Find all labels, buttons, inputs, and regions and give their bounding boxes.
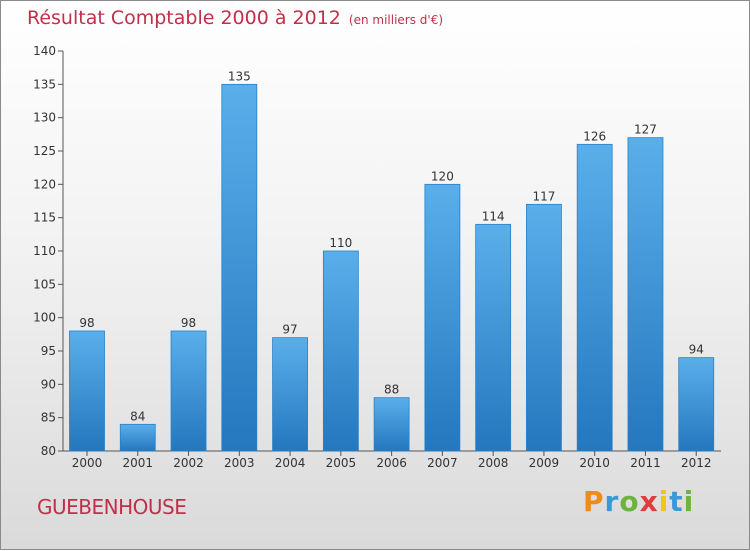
- bar-2003: [221, 83, 258, 452]
- chart-title: Résultat Comptable 2000 à 2012 (en millie…: [27, 7, 443, 29]
- x-tick-label-2005: 2005: [326, 456, 357, 470]
- x-tick-label-2009: 2009: [529, 456, 560, 470]
- data-label-2010: 126: [583, 129, 606, 143]
- logo-letter: x: [639, 485, 659, 518]
- x-tick-label-2004: 2004: [275, 456, 306, 470]
- x-tick-label-2001: 2001: [122, 456, 153, 470]
- data-label-2004: 97: [282, 323, 297, 337]
- logo-letter: r: [604, 485, 620, 518]
- x-tick-label-2003: 2003: [224, 456, 255, 470]
- bar-2010: [576, 143, 613, 452]
- proxiti-logo: Proxiti: [583, 485, 694, 518]
- y-tick-label: 140: [33, 44, 56, 58]
- logo-letter: i: [658, 485, 670, 518]
- y-tick-label: 130: [33, 111, 56, 125]
- bar-2006: [373, 397, 410, 452]
- bar-2000: [69, 330, 105, 452]
- bar-2001: [119, 423, 156, 452]
- x-tick-label-2012: 2012: [681, 456, 712, 470]
- data-label-2002: 98: [181, 316, 196, 330]
- bar-2011: [627, 137, 664, 452]
- bar-2002: [170, 330, 207, 452]
- x-tick-label-2010: 2010: [579, 456, 610, 470]
- x-tick-label-2002: 2002: [173, 456, 204, 470]
- y-tick-label: 95: [41, 344, 56, 358]
- data-label-2000: 98: [79, 316, 94, 330]
- data-label-2001: 84: [130, 409, 145, 423]
- y-tick-label: 135: [33, 77, 56, 91]
- y-tick-label: 110: [33, 244, 56, 258]
- bar-2012: [678, 357, 715, 452]
- commune-name: GUEBENHOUSE: [37, 495, 187, 519]
- y-tick-label: 100: [33, 311, 56, 325]
- data-label-2006: 88: [384, 383, 399, 397]
- data-label-2012: 94: [689, 343, 704, 357]
- bar-2007: [424, 183, 461, 452]
- y-tick-label: 105: [33, 277, 56, 291]
- data-label-2011: 127: [634, 123, 657, 137]
- bar-2008: [475, 223, 512, 452]
- y-tick-label: 90: [41, 377, 56, 391]
- logo-letter: o: [619, 485, 640, 518]
- y-tick-label: 115: [33, 211, 56, 225]
- logo-letter: P: [583, 485, 605, 518]
- x-tick-label-2000: 2000: [72, 456, 103, 470]
- data-label-2008: 114: [482, 209, 505, 223]
- bar-2004: [272, 337, 308, 452]
- y-tick-label: 80: [41, 444, 56, 458]
- y-tick-label: 125: [33, 144, 56, 158]
- x-tick-label-2006: 2006: [376, 456, 407, 470]
- data-label-2009: 117: [532, 189, 555, 203]
- y-tick-label: 85: [41, 411, 56, 425]
- chart-subtitle: (en milliers d'€): [348, 13, 444, 27]
- bar-2009: [526, 203, 562, 452]
- x-tick-label-2011: 2011: [630, 456, 661, 470]
- logo-letter: i: [683, 485, 695, 518]
- logo-letter: t: [669, 485, 684, 518]
- data-label-2007: 120: [431, 169, 454, 183]
- data-label-2005: 110: [329, 236, 352, 250]
- y-tick-label: 120: [33, 177, 56, 191]
- chart-title-text: Résultat Comptable 2000 à 2012: [27, 7, 341, 29]
- x-tick-label-2007: 2007: [427, 456, 458, 470]
- x-tick-label-2008: 2008: [478, 456, 509, 470]
- data-label-2003: 135: [228, 69, 251, 83]
- bar-2005: [322, 250, 359, 452]
